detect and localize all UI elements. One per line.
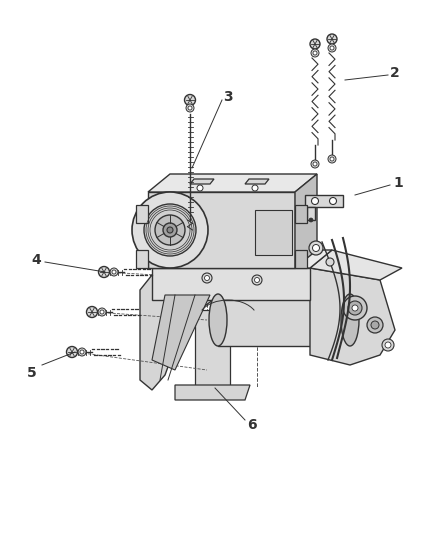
Polygon shape [310,268,395,365]
Polygon shape [136,250,148,268]
Circle shape [309,241,323,255]
Circle shape [367,317,383,333]
Circle shape [78,348,86,356]
Ellipse shape [209,294,227,346]
Circle shape [348,301,362,315]
Polygon shape [148,174,317,192]
Circle shape [309,218,313,222]
Circle shape [385,342,391,348]
Circle shape [310,39,320,49]
Circle shape [312,245,319,252]
Circle shape [67,346,78,358]
Circle shape [110,268,118,276]
Circle shape [202,273,212,283]
Circle shape [371,321,379,329]
Polygon shape [195,310,230,390]
Circle shape [252,185,258,191]
Circle shape [132,192,208,268]
Circle shape [313,162,317,166]
Circle shape [186,104,194,112]
Circle shape [328,44,336,52]
Polygon shape [175,385,250,400]
Circle shape [112,270,116,274]
Polygon shape [245,179,269,184]
Circle shape [327,34,337,44]
Circle shape [311,160,319,168]
Polygon shape [140,275,220,390]
Circle shape [328,155,336,163]
Polygon shape [295,174,317,268]
Polygon shape [190,179,214,184]
Text: 3: 3 [223,90,233,104]
Circle shape [352,305,358,311]
Circle shape [313,51,317,55]
Polygon shape [152,295,210,370]
Circle shape [184,94,195,106]
Polygon shape [136,205,148,223]
Circle shape [330,157,334,161]
Circle shape [155,215,185,245]
Polygon shape [255,210,292,255]
Circle shape [80,350,84,354]
Polygon shape [152,268,310,300]
Circle shape [382,339,394,351]
Text: 5: 5 [27,366,37,380]
Circle shape [343,296,367,320]
Circle shape [329,198,336,205]
Text: 1: 1 [393,176,403,190]
Ellipse shape [341,294,359,346]
Polygon shape [310,250,402,280]
Polygon shape [148,192,295,268]
Circle shape [311,198,318,205]
Polygon shape [295,205,307,223]
Polygon shape [305,195,343,207]
Circle shape [99,266,110,278]
Circle shape [252,275,262,285]
Circle shape [326,258,334,266]
Polygon shape [295,250,307,268]
Circle shape [98,308,106,316]
Circle shape [163,223,177,237]
Circle shape [330,46,334,50]
Text: 4: 4 [31,253,41,267]
Text: 6: 6 [247,418,257,432]
Text: 2: 2 [390,66,400,80]
Circle shape [144,204,196,256]
Circle shape [100,310,104,314]
Polygon shape [218,294,350,346]
Circle shape [188,106,192,110]
Circle shape [205,276,209,280]
Circle shape [254,278,259,282]
Circle shape [197,185,203,191]
Circle shape [167,227,173,233]
Polygon shape [307,207,315,220]
Circle shape [86,306,98,318]
Polygon shape [152,250,332,268]
Circle shape [311,49,319,57]
